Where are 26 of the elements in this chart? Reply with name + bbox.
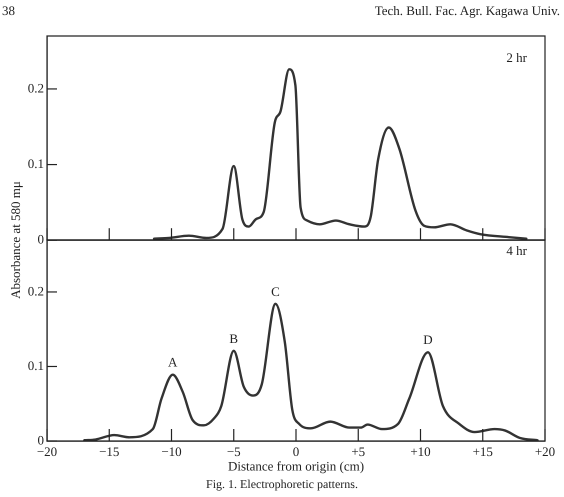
y-tick-label: 0.2 bbox=[28, 80, 44, 96]
x-tick-label: 0 bbox=[292, 444, 300, 460]
annotation: 2 hr bbox=[506, 50, 527, 66]
annotation: 4 hr bbox=[506, 243, 527, 259]
x-tick-label: +15 bbox=[472, 444, 493, 460]
x-tick-label: +5 bbox=[351, 444, 366, 460]
x-tick-label: −5 bbox=[226, 444, 241, 460]
annotation: D bbox=[423, 332, 433, 348]
annotation: B bbox=[229, 330, 238, 346]
line-series bbox=[83, 302, 539, 441]
x-axis-title: Distance from origin (cm) bbox=[228, 458, 364, 474]
y-tick-label: 0.1 bbox=[28, 358, 44, 373]
annotation: A bbox=[168, 354, 178, 370]
y-tick-label: 0 bbox=[38, 232, 44, 247]
x-tick-label: +10 bbox=[410, 444, 431, 460]
y-axis-title: Absorbance at 580 mμ bbox=[8, 181, 24, 299]
text: Tech. Bull. Fac. Agr. Kagawa Univ. bbox=[374, 3, 560, 19]
y-tick-label: 0.1 bbox=[28, 156, 44, 171]
y-tick-label: 0.2 bbox=[28, 283, 44, 298]
x-tick-label: +20 bbox=[534, 444, 556, 460]
x-tick-label: −15 bbox=[99, 444, 120, 460]
caption: Fig. 1. Electrophoretic patterns. bbox=[205, 477, 359, 492]
text: 38 bbox=[2, 3, 15, 19]
x-tick-label: −10 bbox=[161, 444, 182, 460]
annotation: C bbox=[271, 284, 280, 299]
line-series bbox=[152, 68, 528, 240]
